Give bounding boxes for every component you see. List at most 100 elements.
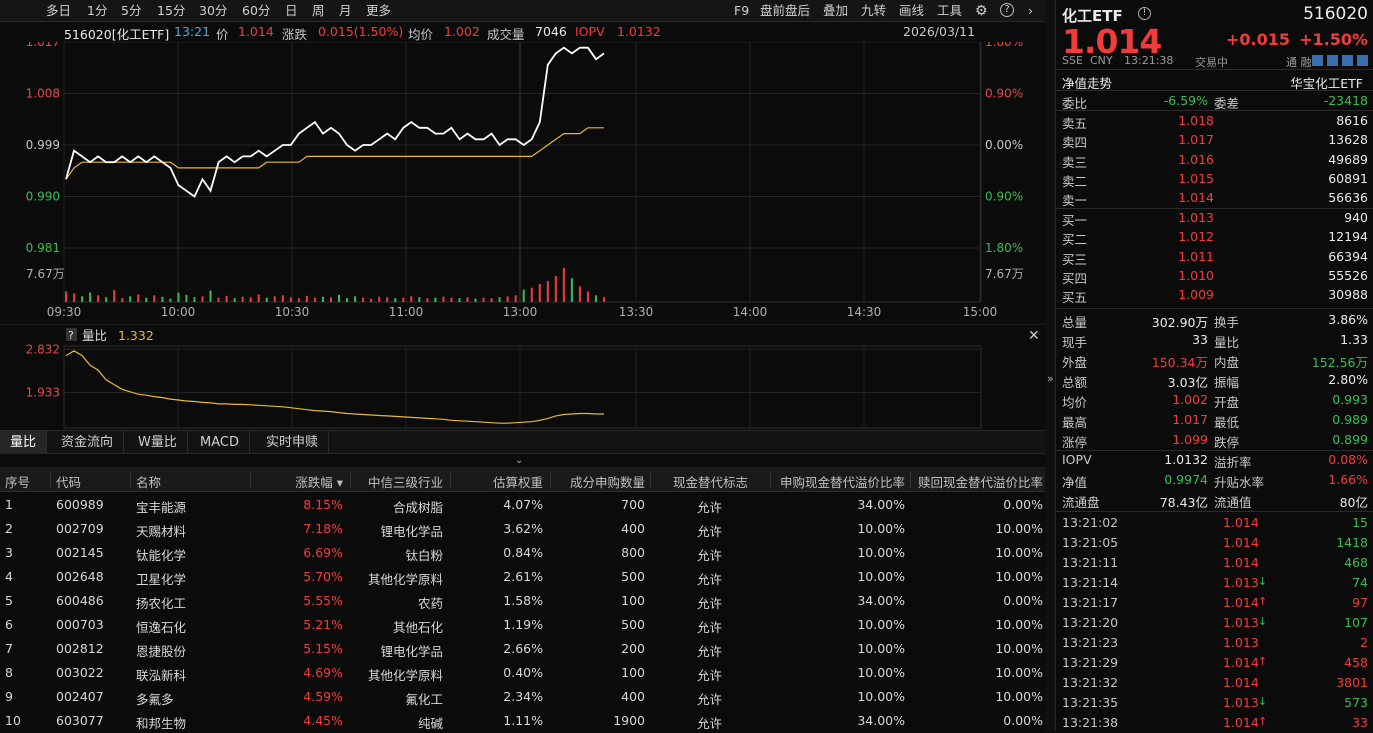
stat-value: 3.86% [1328, 312, 1368, 327]
tools-button[interactable]: 工具 [937, 3, 963, 18]
tab-fund-flow[interactable]: 资金流向 [51, 431, 125, 454]
table-cell: 500 [621, 617, 645, 632]
period-week[interactable]: 周 [312, 3, 325, 18]
column-header[interactable]: 赎回现金替代溢价比率 [917, 475, 1043, 490]
table-row[interactable]: 6 000703 恒逸石化 5.21% 其他石化 1.19% 500 允许 10.00% 10.0… [0, 613, 1045, 637]
table-cell: 10.00% [995, 617, 1043, 632]
table-cell: 10.00% [995, 545, 1043, 560]
column-header[interactable]: 现金替代标志 [672, 475, 748, 490]
table-cell: 5.70% [303, 569, 343, 584]
column-header[interactable]: 成分申购数量 [569, 475, 645, 490]
tab-realtime-creation[interactable]: 实时申赎 [256, 431, 330, 454]
volume-bar [458, 298, 461, 302]
draw-button[interactable]: 画线 [899, 3, 925, 18]
chevron-right-icon[interactable]: › [1028, 3, 1033, 18]
column-divider[interactable] [770, 471, 771, 488]
column-divider[interactable] [550, 471, 551, 488]
period-month[interactable]: 月 [339, 3, 352, 18]
table-cell: 联泓新科 [136, 668, 187, 683]
column-divider[interactable] [350, 471, 351, 488]
settings-icon[interactable] [1357, 55, 1368, 66]
table-cell: 1 [5, 497, 13, 512]
expand-arrow-icon[interactable]: » [1047, 372, 1054, 385]
table-row[interactable]: 5 600486 扬农化工 5.55% 农药 1.58% 100 允许 34.00% 0.00% [0, 589, 1045, 613]
ask-level-label: 卖三 [1062, 154, 1088, 170]
period-30min[interactable]: 30分 [199, 3, 228, 18]
ask-level-label: 卖一 [1062, 193, 1088, 209]
help-icon[interactable]: ? [1000, 3, 1014, 17]
tab-macd[interactable]: MACD [190, 431, 250, 454]
column-divider[interactable] [250, 471, 251, 488]
tab-volume-ratio[interactable]: 量比 [0, 431, 48, 454]
table-row[interactable]: 4 002648 卫星化学 5.70% 其他化学原料 2.61% 500 允许 10.00% 10… [0, 565, 1045, 589]
column-divider[interactable] [650, 471, 651, 488]
gear-icon[interactable]: ⚙ [975, 3, 988, 19]
volume-bar [354, 296, 357, 302]
intraday-chart[interactable]: 1.017 1.80% 1.008 0.90% 0.999 0.00% 0.990 0.90%… [0, 42, 1045, 322]
period-5min[interactable]: 5分 [121, 3, 142, 18]
x-tick: 13:30 [619, 305, 654, 319]
table-row[interactable]: 1 600989 宝丰能源 8.15% 合成树脂 4.07% 700 允许 34.00% 0.00… [0, 493, 1045, 517]
avg-value: 1.002 [444, 24, 480, 39]
table-row[interactable]: 10 603077 和邦生物 4.45% 纯碱 1.11% 1900 允许 34.00% 0.00… [0, 709, 1045, 733]
volume-bar [321, 296, 324, 302]
overlay-button[interactable]: 叠加 [823, 3, 849, 18]
column-divider[interactable] [130, 471, 131, 488]
period-multi-day[interactable]: 多日 [46, 3, 72, 18]
period-15min[interactable]: 15分 [157, 3, 186, 18]
column-header[interactable]: 名称 [136, 475, 162, 490]
x-tick: 10:00 [161, 305, 196, 319]
ask-price: 1.016 [1178, 151, 1214, 167]
table-cell: 4.07% [503, 497, 543, 512]
tab-w-volume-ratio[interactable]: W量比 [128, 431, 188, 454]
period-60min[interactable]: 60分 [242, 3, 271, 18]
column-header[interactable]: 中信三级行业 [367, 475, 443, 490]
volume-bar [418, 297, 421, 302]
help-icon[interactable] [66, 328, 77, 341]
info-icon[interactable]: ! [1138, 7, 1151, 20]
column-header[interactable]: 序号 [5, 475, 31, 490]
column-divider[interactable] [910, 471, 911, 488]
period-1min[interactable]: 1分 [87, 3, 108, 18]
nine-turn-button[interactable]: 九转 [861, 3, 887, 18]
table-cell: 氟化工 [405, 692, 443, 707]
link-icon[interactable] [1327, 55, 1338, 66]
close-icon[interactable]: ✕ [1028, 328, 1040, 344]
f9-button[interactable]: F9 [734, 3, 750, 18]
table-cell: 其他化学原料 [367, 668, 443, 683]
table-row[interactable]: 7 002812 恩捷股份 5.15% 锂电化学品 2.66% 200 允许 10.00% 10.… [0, 637, 1045, 661]
table-cell: 5 [5, 593, 13, 608]
table-cell: 100 [621, 665, 645, 680]
panel-splitter[interactable]: » [1045, 0, 1055, 732]
column-header[interactable]: 涨跌幅 ▾ [295, 475, 343, 490]
volume-bar [514, 295, 517, 302]
stat-label: 涨停 [1062, 435, 1088, 450]
column-header[interactable]: 代码 [56, 475, 82, 490]
table-cell: 10.00% [857, 689, 905, 704]
column-header[interactable]: 申购现金替代溢价比率 [779, 475, 905, 490]
expand-icon[interactable] [1342, 55, 1353, 66]
indicator-label: 量比 [82, 328, 107, 343]
period-toolbar: 多日 1分 5分 15分 30分 60分 日 周 月 更多 F9 盘前盘后 叠加… [0, 0, 1045, 22]
volume-bar [530, 287, 533, 302]
column-divider[interactable] [450, 471, 451, 488]
table-row[interactable]: 8 003022 联泓新科 4.69% 其他化学原料 0.40% 100 允许 10.00% 10… [0, 661, 1045, 685]
premarket-button[interactable]: 盘前盘后 [760, 3, 811, 18]
nav-trend-link[interactable]: 净值走势 [1062, 76, 1113, 91]
bid-level-label: 买一 [1062, 213, 1088, 228]
period-more[interactable]: 更多 [366, 3, 392, 18]
table-row[interactable]: 3 002145 钛能化学 6.69% 钛白粉 0.84% 800 允许 10.00% 10.00… [0, 541, 1045, 565]
table-cell: 4.59% [303, 689, 343, 704]
column-divider[interactable] [50, 471, 51, 488]
column-header[interactable]: 估算权重 [492, 475, 543, 490]
table-row[interactable]: 9 002407 多氟多 4.59% 氟化工 2.34% 400 允许 10.00% 10.00% [0, 685, 1045, 709]
stat-label: 现手 [1062, 335, 1088, 350]
edit-icon[interactable] [1312, 55, 1323, 66]
period-day[interactable]: 日 [285, 3, 298, 18]
table-cell: 允许 [697, 524, 723, 539]
volume-ratio-chart[interactable]: ? 量比 1.332 ✕ 2.832 1.933 [0, 324, 1045, 430]
table-row[interactable]: 2 002709 天赐材料 7.18% 锂电化学品 3.62% 400 允许 10.00% 10.… [0, 517, 1045, 541]
etf-label: 溢折率 [1214, 455, 1252, 470]
volume-bar [305, 295, 308, 302]
chevron-down-icon[interactable]: ⌄ [515, 455, 524, 466]
